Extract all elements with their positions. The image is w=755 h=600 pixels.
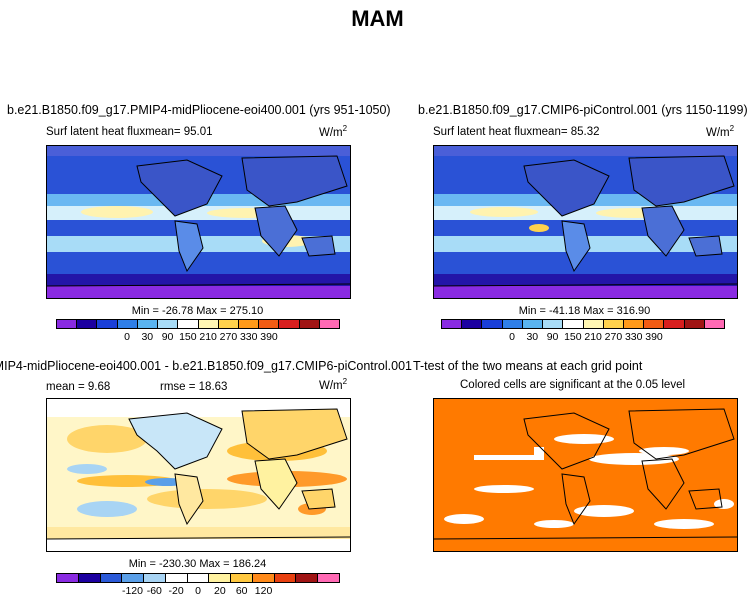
- colorbar-swatch: [218, 320, 239, 328]
- top-right-colorbar-ticks: 0 30 90 150 210 270 330 390: [441, 331, 725, 345]
- colorbar-swatch: [522, 320, 544, 328]
- colorbar-swatch: [209, 574, 232, 582]
- colorbar-tick-label: 330: [624, 331, 643, 343]
- colorbar-swatch: [100, 574, 123, 582]
- colorbar-swatch: [482, 320, 503, 328]
- colorbar-swatch: [274, 574, 297, 582]
- colorbar-tick-label: 270: [604, 331, 623, 343]
- colorbar-tick-label: 120: [254, 585, 273, 597]
- colorbar-swatch: [502, 320, 523, 328]
- top-left-flux-map: [46, 145, 351, 299]
- colorbar-swatch: [563, 320, 584, 328]
- colorbar-swatch: [97, 320, 118, 328]
- colorbar-swatch: [57, 574, 79, 582]
- colorbar-swatch: [78, 574, 101, 582]
- top-left-subtitle: Surf latent heat fluxmean= 95.01: [46, 126, 213, 138]
- colorbar-tick-label: 20: [214, 585, 226, 597]
- top-right-flux-map: [433, 145, 738, 299]
- top-right-panel-title: b.e21.B1850.f09_g17.CMIP6-piControl.001 …: [418, 103, 748, 117]
- colorbar-tick-label: 30: [526, 331, 539, 343]
- colorbar-tick-label: -60: [146, 585, 162, 597]
- colorbar-swatch: [144, 574, 166, 582]
- colorbar-swatch: [117, 320, 138, 328]
- top-left-units: W/m2: [319, 124, 348, 139]
- colorbar-swatch: [279, 320, 300, 328]
- colorbar-swatch: [178, 320, 199, 328]
- colorbar-swatch: [664, 320, 685, 328]
- colorbar-tick-label: 0: [195, 585, 201, 597]
- colorbar-tick-label: 60: [235, 585, 248, 597]
- colorbar-swatch: [583, 320, 604, 328]
- colorbar-swatch: [684, 320, 705, 328]
- top-right-minmax: Min = -41.18 Max = 316.90: [518, 305, 651, 317]
- top-right-subtitle: Surf latent heat fluxmean= 85.32: [433, 126, 600, 138]
- colorbar-tick-label: 30: [141, 331, 154, 343]
- colorbar-tick-label: -120: [121, 585, 143, 597]
- colorbar-tick-label: 270: [219, 331, 238, 343]
- colorbar-swatch: [442, 320, 463, 328]
- colorbar-swatch: [296, 574, 319, 582]
- colorbar-tick-label: 0: [124, 331, 130, 343]
- colorbar-swatch: [165, 574, 188, 582]
- colorbar-swatch: [318, 574, 339, 582]
- bottom-left-minmax: Min = -230.30 Max = 186.24: [128, 558, 267, 570]
- colorbar-tick-label: 150: [564, 331, 582, 343]
- colorbar-swatch: [137, 320, 159, 328]
- colorbar-tick-label: -20: [168, 585, 184, 597]
- colorbar-swatch: [231, 574, 253, 582]
- colorbar-swatch: [543, 320, 564, 328]
- page-title: MAM: [351, 6, 404, 31]
- top-left-minmax: Min = -26.78 Max = 275.10: [131, 305, 264, 317]
- colorbar-tick-label: 330: [239, 331, 258, 343]
- top-left-panel-title: b.e21.B1850.f09_g17.PMIP4-midPliocene-eo…: [7, 103, 391, 117]
- top-right-units: W/m2: [706, 124, 735, 139]
- colorbar-tick-label: 390: [260, 331, 278, 343]
- colorbar-swatches: [56, 319, 340, 329]
- colorbar-swatch: [122, 574, 145, 582]
- colorbar-swatches: [441, 319, 725, 329]
- colorbar-swatch: [603, 320, 624, 328]
- colorbar-swatch: [77, 320, 98, 328]
- top-left-colorbar-ticks: 0 30 90 150 210 270 330 390: [56, 331, 340, 345]
- bottom-right-subtitle: Colored cells are significant at the 0.0…: [460, 379, 686, 391]
- colorbar-swatch: [644, 320, 665, 328]
- bottom-left-rmse: rmse = 18.63: [160, 381, 228, 393]
- top-right-colorbar: [441, 319, 725, 329]
- colorbar-swatch: [57, 320, 78, 328]
- bottom-left-colorbar-ticks: -120 -60 -20 0 20 60 120: [56, 585, 340, 599]
- colorbar-tick-label: 90: [161, 331, 174, 343]
- colorbar-swatch: [259, 320, 280, 328]
- colorbar-swatch: [623, 320, 645, 328]
- colorbar-swatches: [56, 573, 340, 583]
- bottom-right-ttest-map: [433, 398, 738, 552]
- colorbar-tick-label: 90: [546, 331, 559, 343]
- colorbar-swatch: [252, 574, 275, 582]
- colorbar-tick-label: 210: [199, 331, 217, 343]
- bottom-left-mean: mean = 9.68: [46, 381, 111, 393]
- colorbar-swatch: [299, 320, 320, 328]
- colorbar-swatch: [187, 574, 210, 582]
- colorbar-tick-label: 150: [179, 331, 197, 343]
- bottom-left-colorbar: [56, 573, 340, 583]
- colorbar-tick-label: 390: [645, 331, 663, 343]
- colorbar-swatch: [462, 320, 483, 328]
- colorbar-swatch: [238, 320, 260, 328]
- colorbar-tick-label: 0: [509, 331, 515, 343]
- colorbar-swatch: [158, 320, 179, 328]
- colorbar-swatch: [198, 320, 219, 328]
- bottom-right-panel-title: T-test of the two means at each grid poi…: [413, 359, 643, 373]
- colorbar-tick-label: 210: [584, 331, 602, 343]
- bottom-left-diff-map: [46, 398, 351, 552]
- bottom-left-units: W/m2: [319, 377, 348, 392]
- colorbar-swatch: [704, 320, 725, 328]
- bottom-left-panel-title: 09_g17.PMIP4-midPliocene-eoi400.001 - b.…: [0, 359, 412, 373]
- colorbar-swatch: [319, 320, 340, 328]
- top-left-colorbar: [56, 319, 340, 329]
